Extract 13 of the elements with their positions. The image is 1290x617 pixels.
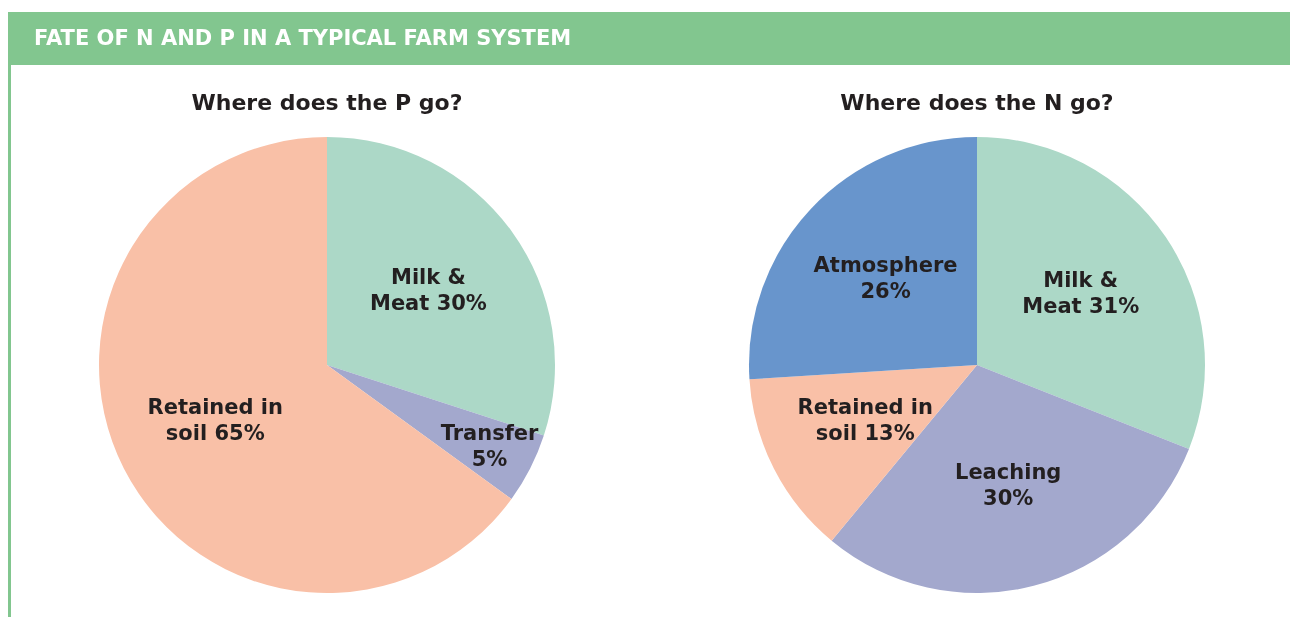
slice-label: Milk & Meat 30% bbox=[369, 264, 487, 315]
data-label: 26% bbox=[860, 278, 911, 303]
slice-label: Retained in soil 65% bbox=[147, 395, 284, 446]
chart-title: FATE OF N AND P IN A TYPICAL FARM SYSTEM bbox=[8, 12, 1290, 65]
data-label: 30% bbox=[983, 485, 1034, 510]
chart-subtitle: Where does the P go? bbox=[190, 90, 464, 115]
chart-title: Where does the N go? bbox=[839, 90, 1115, 115]
slice-label: Leaching bbox=[955, 459, 1062, 484]
slice-label: Atmosphere bbox=[813, 252, 958, 277]
slice-label: Transfer bbox=[440, 421, 540, 446]
slice-label: Milk & Meat 31% bbox=[1022, 267, 1140, 318]
data-label: 5% bbox=[471, 447, 508, 472]
slice-label: Retained in soil 13% bbox=[797, 395, 934, 446]
